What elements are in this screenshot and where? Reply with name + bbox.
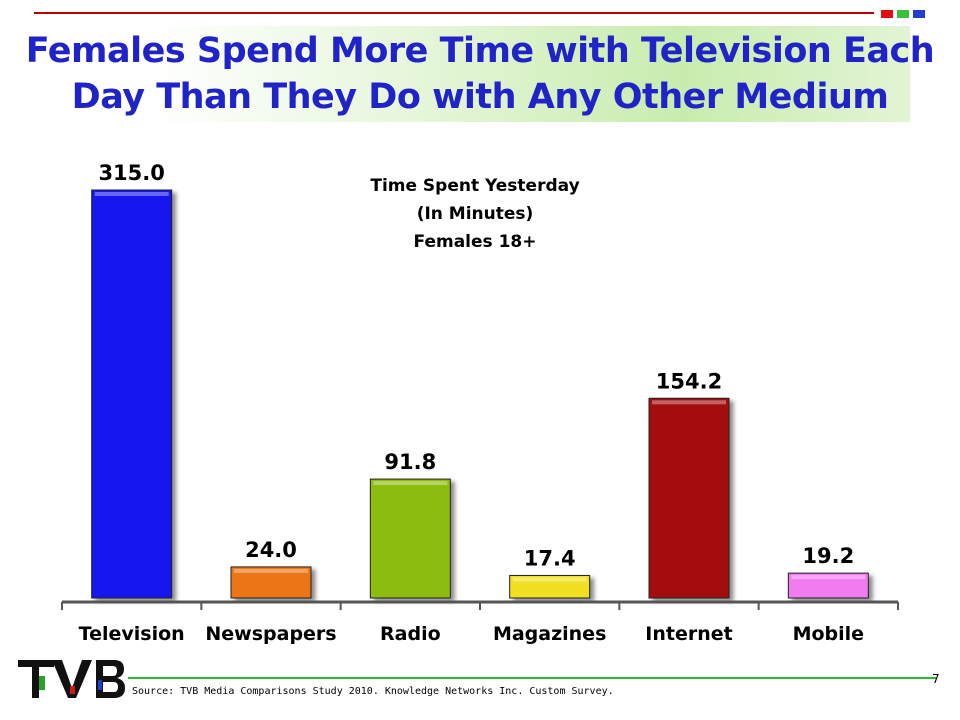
bar-internet (648, 397, 730, 599)
top-rule (34, 12, 874, 14)
blue-square (913, 10, 925, 18)
data-label: 315.0 (98, 161, 164, 185)
green-square (897, 10, 909, 18)
bar-highlight (234, 568, 308, 573)
title-background (150, 26, 910, 122)
bar-chart: 315.0 24.0 91.8 17.4 154.2 19.2 Television New… (61, 161, 899, 645)
bar-highlight (373, 481, 448, 486)
red-square (881, 10, 893, 18)
title-line-2: Day Than They Do with Any Other Medium (71, 77, 889, 117)
data-label: 24.0 (245, 538, 297, 562)
data-label: 19.2 (802, 544, 854, 568)
category-label: Radio (380, 623, 441, 645)
bar-radio (369, 478, 451, 599)
data-label: 91.8 (384, 450, 436, 474)
bar-highlight (512, 577, 587, 582)
bar-newspapers (230, 566, 312, 599)
bar-magazines (509, 574, 591, 599)
tvb-logo (18, 660, 125, 698)
bar-mobile (787, 572, 869, 599)
bar-highlight (94, 192, 169, 196)
bar-highlight (791, 575, 866, 580)
category-label: Mobile (793, 623, 864, 645)
chart-subtitle-line-2: (In Minutes) (416, 204, 534, 224)
chart-subtitle: Time Spent Yesterday (In Minutes) Female… (350, 172, 600, 256)
category-label: Newspapers (205, 623, 336, 645)
data-label: 154.2 (656, 369, 722, 393)
page-title: Females Spend More Time with Television … (20, 28, 940, 120)
title-line-1: Females Spend More Time with Television … (25, 31, 935, 71)
category-label: Television (79, 623, 185, 645)
chart-subtitle-line-1: Time Spent Yesterday (370, 176, 580, 196)
source-note: Source: TVB Media Comparisons Study 2010… (132, 686, 614, 697)
bars-group: 315.0 24.0 91.8 17.4 154.2 19.2 (91, 161, 869, 599)
accent-squares (881, 10, 925, 18)
chart-subtitle-line-3: Females 18+ (413, 232, 537, 252)
bar-television (91, 189, 173, 599)
footer-rule (128, 677, 936, 679)
category-label: Internet (645, 623, 732, 645)
data-label: 17.4 (524, 546, 576, 570)
page-number: 7 (932, 672, 940, 686)
category-label: Magazines (493, 623, 606, 645)
bar-highlight (652, 400, 726, 405)
x-axis: Television Newspapers Radio Magazines Intern… (61, 600, 899, 645)
